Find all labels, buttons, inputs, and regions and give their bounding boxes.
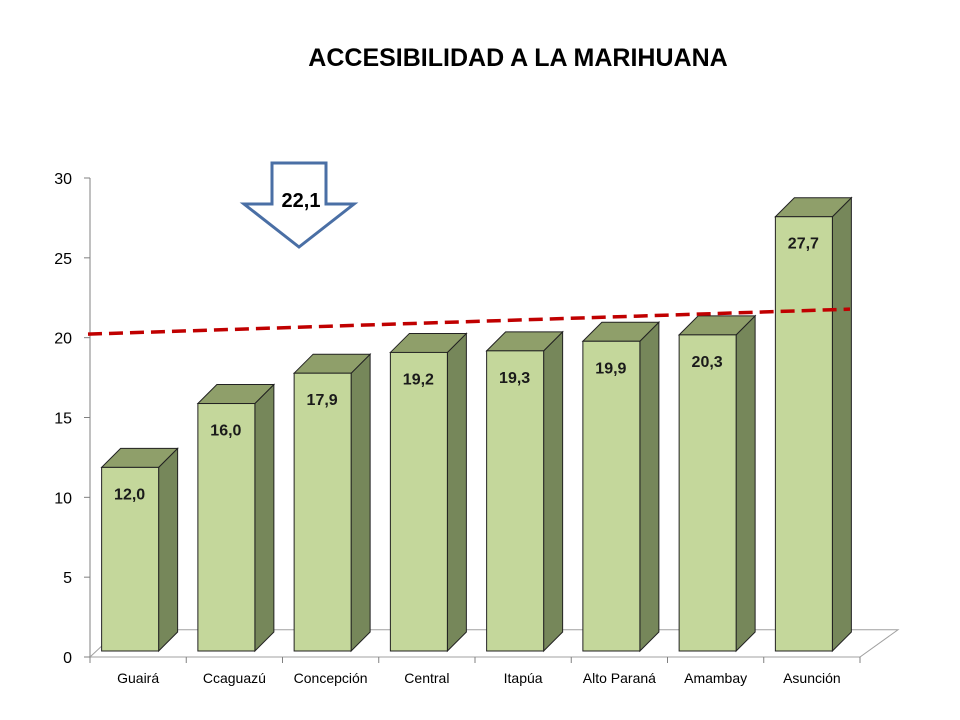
bars bbox=[100, 196, 853, 653]
y-tick-label: 25 bbox=[54, 251, 72, 268]
reference-label: 22,1 bbox=[282, 190, 321, 212]
data-label: 19,9 bbox=[595, 360, 626, 377]
x-tick-label: Alto Paraná bbox=[583, 670, 656, 686]
bar-front bbox=[101, 466, 160, 652]
bar bbox=[581, 321, 661, 653]
bar-front bbox=[678, 334, 737, 652]
bar-side bbox=[543, 330, 564, 653]
down-arrow-icon bbox=[239, 161, 359, 249]
bar-side bbox=[254, 383, 275, 653]
axes: 0 5 10 15 20 25 30 Guairá Ccaguazú Concepción Cent… bbox=[54, 171, 900, 686]
bar-front bbox=[293, 372, 352, 652]
bar-side bbox=[158, 447, 179, 653]
y-tick-label: 30 bbox=[54, 171, 72, 188]
bar-front bbox=[486, 350, 545, 652]
x-tick-label: Ccaguazú bbox=[203, 670, 266, 686]
x-tick-label: Itapúa bbox=[504, 670, 543, 686]
bar-front bbox=[389, 351, 448, 652]
data-label: 12,0 bbox=[114, 486, 145, 503]
bar bbox=[677, 314, 757, 653]
data-label: 19,2 bbox=[403, 371, 434, 388]
data-label: 20,3 bbox=[692, 354, 723, 371]
bar bbox=[100, 447, 179, 653]
y-tick-label: 15 bbox=[54, 411, 72, 428]
bar-front bbox=[197, 403, 256, 652]
value-labels: 12,0 16,0 17,9 19,2 19,3 19,9 20,3 27,7 bbox=[114, 236, 819, 504]
bar bbox=[389, 332, 468, 653]
x-tick-label: Amambay bbox=[684, 670, 747, 686]
y-tick-label: 20 bbox=[54, 331, 72, 348]
bar bbox=[196, 383, 276, 653]
y-tick-label: 0 bbox=[63, 650, 72, 667]
bar-front bbox=[582, 340, 641, 652]
data-label: 16,0 bbox=[210, 423, 241, 440]
bar-side bbox=[350, 352, 371, 653]
bar-side bbox=[639, 321, 660, 653]
reference-line-dash bbox=[87, 307, 851, 336]
data-label: 19,3 bbox=[499, 370, 530, 387]
reference-line: 22,1 bbox=[87, 161, 851, 336]
x-tick-label: Concepción bbox=[294, 670, 368, 686]
bar bbox=[774, 196, 853, 653]
chart-title: ACCESIBILIDAD A LA MARIHUANA bbox=[308, 44, 728, 72]
bar-front bbox=[774, 216, 833, 652]
bar-side bbox=[831, 196, 852, 653]
bar bbox=[292, 352, 372, 653]
bar bbox=[485, 330, 564, 653]
data-label: 27,7 bbox=[788, 236, 819, 253]
x-tick-label: Central bbox=[404, 670, 449, 686]
x-tick-label: Asunción bbox=[783, 670, 841, 686]
data-label: 17,9 bbox=[307, 392, 338, 409]
y-tick-label: 10 bbox=[54, 490, 72, 507]
bar-side bbox=[446, 332, 467, 653]
x-tick-label: Guairá bbox=[117, 670, 159, 686]
bar-side bbox=[735, 314, 756, 653]
y-tick-label: 5 bbox=[63, 570, 72, 587]
